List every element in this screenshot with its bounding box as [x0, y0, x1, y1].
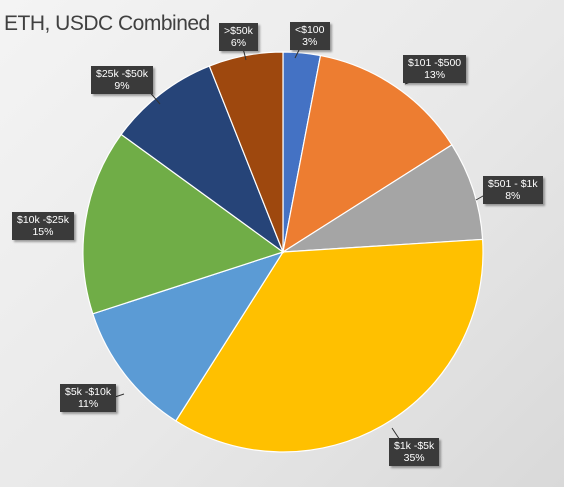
- data-label: $10k -$25k 15%: [12, 212, 74, 240]
- data-label: $1k -$5k 35%: [389, 438, 440, 466]
- data-label: >$50k 6%: [219, 23, 258, 51]
- data-label: $5k -$10k 11%: [60, 384, 117, 412]
- data-label-category: $10k -$25k: [17, 214, 69, 226]
- pie-slice: [282, 54, 453, 254]
- data-label-value: 15%: [32, 226, 54, 238]
- data-label-category: $501 - $1k: [488, 178, 538, 190]
- data-label: $101 -$500 13%: [403, 55, 467, 83]
- pie-slice: [82, 133, 285, 315]
- chart-title: ETH, USDC Combined: [4, 12, 210, 35]
- data-label-value: 11%: [77, 398, 99, 410]
- data-label-value: 6%: [230, 37, 247, 49]
- data-label-value: 3%: [302, 36, 318, 48]
- data-label-category: $101 -$500: [408, 57, 462, 69]
- data-label-value: 13%: [424, 69, 446, 81]
- pie-slice: [120, 65, 285, 254]
- pie-slice: [282, 144, 484, 253]
- data-label-category: $1k -$5k: [394, 440, 435, 452]
- data-label-category: <$100: [295, 24, 325, 36]
- pie-slice: [175, 238, 484, 453]
- data-label-category: $25k -$50k: [96, 68, 148, 80]
- data-label-value: 35%: [403, 452, 425, 464]
- data-label: <$100 3%: [290, 22, 330, 50]
- pie-slice: [92, 250, 285, 422]
- pie-slice: [208, 51, 284, 253]
- data-label-category: >$50k: [224, 25, 253, 37]
- data-label: $501 - $1k 8%: [483, 176, 543, 204]
- data-label-value: 9%: [114, 80, 130, 92]
- data-label-value: 8%: [505, 190, 521, 202]
- data-label: $25k -$50k 9%: [91, 66, 153, 94]
- data-label-category: $5k -$10k: [65, 386, 112, 398]
